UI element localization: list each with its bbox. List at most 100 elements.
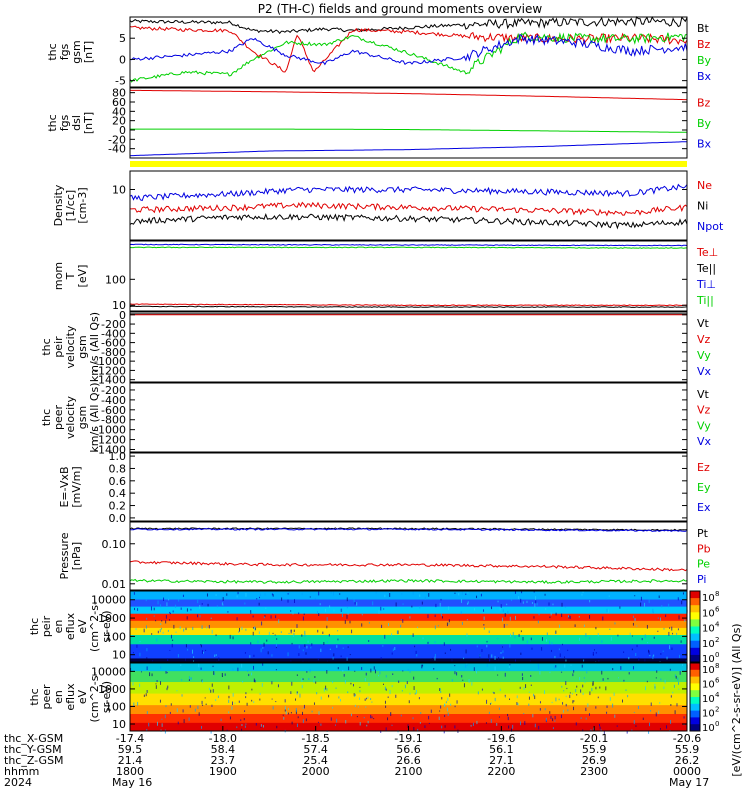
density-ylabel: [1/cc]	[64, 190, 77, 221]
fgs-gsm-legend-by: By	[697, 54, 712, 67]
fgs-gsm-ytick-label: 5	[119, 32, 126, 45]
density-ylabel: Density	[52, 184, 65, 226]
colorbar-tick-label: 10	[702, 608, 715, 619]
peir-velocity-ylabel: velocity	[64, 325, 77, 368]
peer-velocity-ytick-label: -1000	[94, 424, 126, 437]
fgs-dsl-ytick-label: -20	[108, 133, 126, 146]
temperature-series-ti-line	[129, 243, 688, 247]
time-axis-tick-label: 2200	[487, 765, 515, 778]
time-axis-tick-label: 58.4	[211, 743, 236, 756]
peer-velocity-ytick-label: -200	[101, 384, 126, 397]
colorbar-tick-label: 10	[702, 665, 715, 676]
colorbar-tick-exponent: 4	[715, 621, 720, 629]
time-axis-tick-label: 26.9	[582, 754, 607, 767]
date-end-label: May 17	[669, 776, 709, 789]
temperature-series-te-line	[129, 305, 688, 308]
panel-temperature: 100 10 mom T [eV] Te⊥ Te|| Ti⊥ Ti||	[52, 240, 718, 312]
peir-eflux-ylabel: thc	[28, 618, 41, 635]
peir-velocity-ylabel: gsm	[76, 335, 89, 358]
peer-velocity-ylabel: km/s (All Qs)	[88, 382, 101, 452]
peer-eflux-ylabel: eV	[76, 689, 89, 704]
density-series-ni-line	[129, 212, 688, 230]
colorbar-tick-exponent: 0	[715, 651, 719, 659]
pressure-legend-pe: Pe	[697, 558, 710, 571]
colorbar-tick-label: 10	[702, 624, 715, 635]
time-axis-tick-label: -18.0	[209, 732, 237, 745]
colorbar-segment	[690, 633, 700, 642]
peir-velocity-ytick-label: -600	[101, 337, 126, 350]
colorbar-tick-label: 10	[702, 680, 715, 691]
pressure-legend-pb: Pb	[697, 542, 711, 555]
peir-velocity-legend-vt: Vt	[697, 317, 710, 330]
peer-velocity-ytick-label: -800	[101, 414, 126, 427]
peir-eflux-ytick-label: 1000	[98, 612, 126, 625]
colorbar-tick-exponent: 2	[715, 636, 719, 644]
peer-velocity-legend-vx: Vx	[697, 435, 712, 448]
fgs-dsl-ylabel: thc	[46, 114, 59, 131]
time-axis-tick-label: -19.6	[487, 732, 515, 745]
time-axis-tick-label: 59.5	[118, 743, 143, 756]
pressure-series-pe-line	[129, 578, 688, 584]
colorbar-segment	[690, 676, 700, 684]
time-axis-row-label: thc_X-GSM	[4, 732, 63, 745]
fgs-dsl-legend-bz: Bz	[697, 96, 711, 109]
peir-eflux-ytick-label: 10000	[91, 594, 126, 607]
time-axis-tick-label: -18.5	[301, 732, 329, 745]
fgs-dsl-ytick-label: 0	[119, 124, 126, 137]
peir-velocity-ytick-label: -200	[101, 318, 126, 331]
fgs-gsm-legend-bt: Bt	[697, 22, 710, 35]
efield-ytick-label: 0.0	[109, 512, 127, 525]
peir-eflux-ylabel: peir	[40, 615, 53, 637]
time-axis-tick-label: -17.4	[116, 732, 144, 745]
colorbar-tick-label: 10	[702, 593, 715, 604]
time-axis-tick-label: 25.4	[303, 754, 328, 767]
temperature-legend-te: Te⊥	[696, 246, 718, 259]
pressure-frame	[129, 521, 688, 591]
temperature-legend-ti: Ti||	[696, 294, 714, 307]
peer-eflux-ylabel: thc	[28, 688, 41, 705]
peer-velocity-legend-vy: Vy	[697, 419, 711, 432]
colorbar-segment	[690, 640, 700, 649]
date-year-label: 2024	[4, 776, 32, 789]
pressure-ylabel: Pressure	[58, 532, 71, 579]
pressure-legend-pi: Pi	[697, 573, 706, 586]
colorbar-group: 10 810 610 410 210 010 810 610 410 210 0 [eV/(cm^2-…	[689, 590, 743, 777]
fgs-gsm-ytick-label: 0	[119, 53, 126, 66]
peer-velocity-legend-vz: Vz	[697, 404, 711, 417]
efield-legend-ex: Ex	[697, 501, 711, 514]
peer-velocity-frame	[129, 382, 688, 453]
peir-eflux-ylabel: sr-eV)	[100, 610, 113, 642]
fgs-gsm-ylabel: [nT]	[82, 41, 95, 63]
colorbar-tick-exponent: 4	[715, 691, 720, 699]
pressure-legend-pt: Pt	[697, 527, 709, 540]
peir-velocity-ylabel: thc	[40, 338, 53, 355]
time-axis-tick-label: 2100	[395, 765, 423, 778]
peer-eflux-ylabel: en	[52, 690, 65, 704]
peir-eflux-ylabel: (cm^2-s-	[88, 601, 101, 652]
colorbar-segment	[690, 605, 700, 613]
colorbar-tick-exponent: 6	[715, 605, 720, 613]
peir-eflux-ylabel: eflux	[64, 612, 77, 640]
temperature-legend-ti: Ti⊥	[696, 278, 716, 291]
panel-peer-eflux: 10000 1000 100 10 thc peer en eflux eV (cm^2-s-sr…	[28, 662, 688, 735]
efield-ytick-label: 0.6	[109, 475, 127, 488]
quality-flag-bar	[130, 161, 687, 167]
time-axis-tick-label: 56.1	[489, 743, 514, 756]
colorbar-segment	[690, 663, 700, 671]
date-start-label: May 16	[112, 776, 152, 789]
density-legend-npot: Npot	[697, 220, 724, 233]
fgs-dsl-legend-by: By	[697, 117, 712, 130]
peer-eflux-ylabel: peer	[40, 684, 53, 710]
fgs-gsm-ylabel: fgs	[58, 43, 71, 60]
peer-eflux-ytick-label: 10	[112, 718, 126, 731]
peer-velocity-ylabel: gsm	[76, 406, 89, 429]
time-axis-tick-label: 55.9	[582, 743, 607, 756]
time-axis-tick-label: 27.1	[489, 754, 514, 767]
peir-velocity-legend-vy: Vy	[697, 349, 711, 362]
peir-eflux-ylabel: en	[52, 620, 65, 634]
colorbar-segment	[690, 724, 700, 732]
density-series-ne-line	[130, 201, 688, 217]
colorbar-segment	[690, 591, 700, 599]
density-ytick-label: 10	[112, 184, 126, 197]
